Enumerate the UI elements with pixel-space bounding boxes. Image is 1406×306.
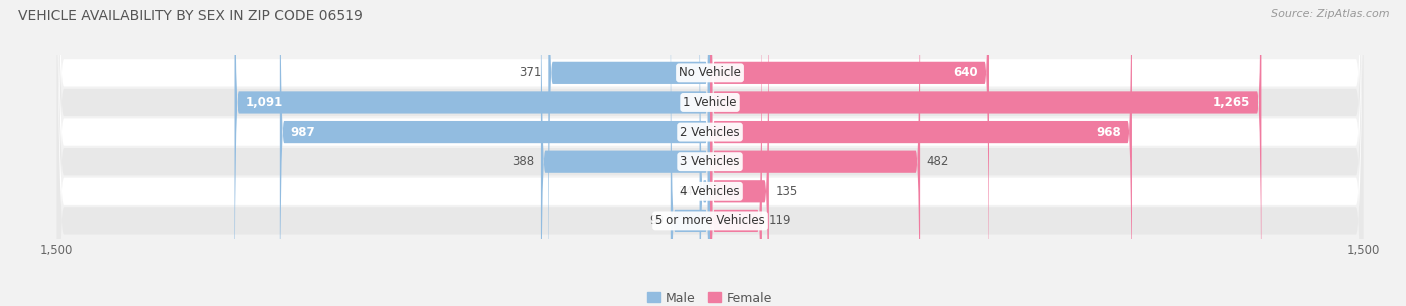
FancyBboxPatch shape: [671, 0, 710, 306]
FancyBboxPatch shape: [710, 0, 769, 306]
Text: 24: 24: [678, 185, 693, 198]
FancyBboxPatch shape: [548, 0, 710, 306]
Text: 371: 371: [519, 66, 541, 79]
Text: 4 Vehicles: 4 Vehicles: [681, 185, 740, 198]
Text: 5 or more Vehicles: 5 or more Vehicles: [655, 215, 765, 227]
Text: 3 Vehicles: 3 Vehicles: [681, 155, 740, 168]
FancyBboxPatch shape: [710, 0, 762, 306]
Text: 90: 90: [650, 215, 664, 227]
Text: 388: 388: [512, 155, 534, 168]
FancyBboxPatch shape: [541, 0, 710, 306]
Text: 987: 987: [291, 125, 315, 139]
FancyBboxPatch shape: [56, 0, 1364, 306]
FancyBboxPatch shape: [710, 0, 988, 306]
FancyBboxPatch shape: [235, 0, 710, 306]
Text: 482: 482: [927, 155, 949, 168]
FancyBboxPatch shape: [56, 0, 1364, 306]
Text: 2 Vehicles: 2 Vehicles: [681, 125, 740, 139]
FancyBboxPatch shape: [700, 0, 710, 306]
Text: VEHICLE AVAILABILITY BY SEX IN ZIP CODE 06519: VEHICLE AVAILABILITY BY SEX IN ZIP CODE …: [18, 9, 363, 23]
Text: 1,091: 1,091: [246, 96, 283, 109]
Text: Source: ZipAtlas.com: Source: ZipAtlas.com: [1271, 9, 1389, 19]
FancyBboxPatch shape: [280, 0, 710, 306]
FancyBboxPatch shape: [56, 0, 1364, 306]
Text: 135: 135: [776, 185, 797, 198]
FancyBboxPatch shape: [56, 0, 1364, 306]
Text: No Vehicle: No Vehicle: [679, 66, 741, 79]
Text: 1 Vehicle: 1 Vehicle: [683, 96, 737, 109]
Text: 119: 119: [769, 215, 792, 227]
FancyBboxPatch shape: [710, 0, 1261, 306]
Text: 968: 968: [1097, 125, 1121, 139]
FancyBboxPatch shape: [710, 0, 1132, 306]
FancyBboxPatch shape: [710, 0, 920, 306]
FancyBboxPatch shape: [56, 0, 1364, 306]
Text: 1,265: 1,265: [1213, 96, 1250, 109]
Text: 640: 640: [953, 66, 979, 79]
Legend: Male, Female: Male, Female: [643, 286, 778, 306]
FancyBboxPatch shape: [56, 0, 1364, 306]
